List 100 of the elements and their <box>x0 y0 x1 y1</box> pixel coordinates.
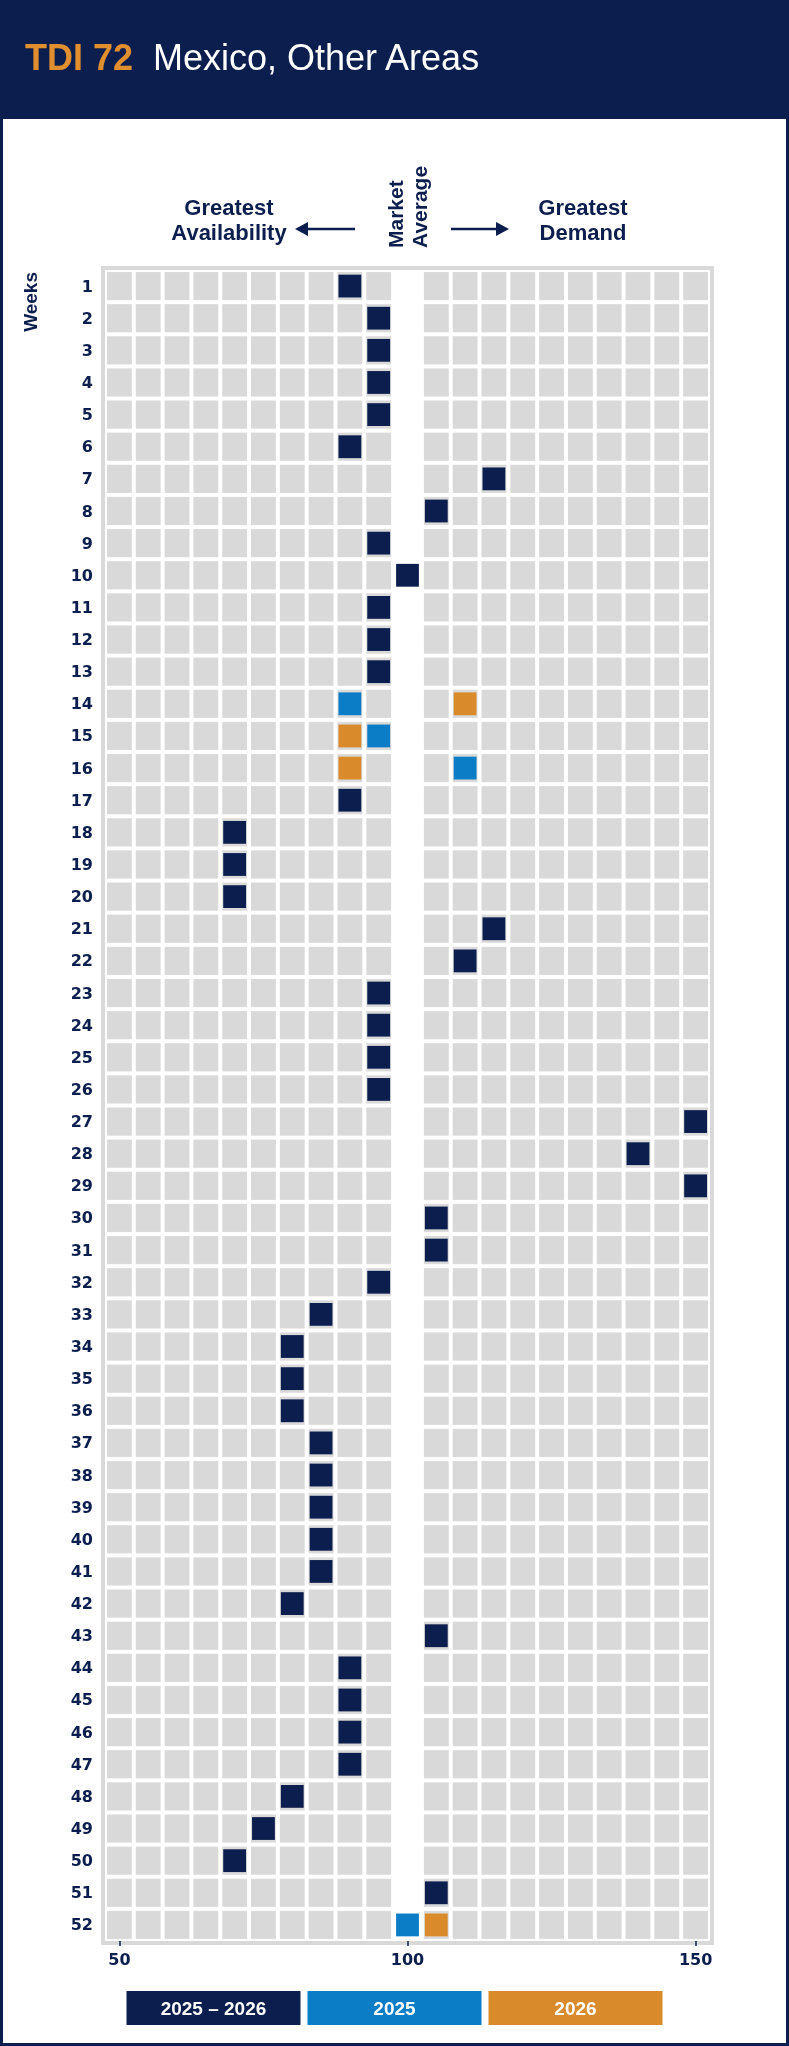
y-tick-label: 20 <box>70 887 93 907</box>
y-tick-label: 38 <box>70 1465 93 1485</box>
point <box>367 338 391 362</box>
y-tick-label: 16 <box>70 758 93 778</box>
point <box>280 1784 304 1808</box>
point <box>367 403 391 427</box>
y-tick-label: 37 <box>70 1433 93 1453</box>
y-tick-label: 41 <box>70 1561 93 1581</box>
point <box>684 1110 707 1133</box>
point <box>424 1238 448 1262</box>
y-tick-label: 35 <box>70 1369 93 1389</box>
point <box>367 596 391 619</box>
point <box>223 820 247 844</box>
point <box>223 1849 247 1873</box>
y-tick-label: 44 <box>70 1658 93 1678</box>
y-tick-label: 50 <box>70 1851 93 1871</box>
y-tick-label: 34 <box>70 1337 93 1357</box>
x-tick-label: 100 <box>390 1949 425 1969</box>
y-tick-label: 2 <box>81 308 93 328</box>
point <box>367 1078 391 1101</box>
point <box>252 1817 275 1840</box>
point <box>367 660 391 684</box>
y-tick-label: 10 <box>70 565 93 585</box>
y-tick-label: 49 <box>70 1819 93 1839</box>
point <box>338 756 362 780</box>
point <box>223 853 247 876</box>
point <box>367 1013 391 1037</box>
y-tick-label: 47 <box>70 1754 93 1774</box>
point <box>309 1463 333 1487</box>
y-tick-label: 33 <box>70 1304 93 1324</box>
point <box>338 724 362 748</box>
y-tick-label: 8 <box>81 501 93 521</box>
point <box>626 1142 650 1166</box>
point <box>396 1913 419 1937</box>
point <box>338 435 362 459</box>
y-tick-label: 43 <box>70 1626 93 1646</box>
y-tick-label: 25 <box>70 1047 93 1067</box>
point <box>309 1527 333 1551</box>
point <box>280 1367 304 1391</box>
point <box>482 917 506 941</box>
y-tick-label: 18 <box>70 822 93 842</box>
point <box>424 1206 448 1230</box>
point <box>453 756 477 780</box>
text: 2026 <box>554 1997 597 2019</box>
text: 2025 – 2026 <box>160 1997 267 2019</box>
point <box>396 563 419 587</box>
point <box>338 1688 362 1712</box>
y-tick-label: 30 <box>70 1208 93 1228</box>
y-tick-label: 6 <box>81 437 93 457</box>
point <box>367 724 391 748</box>
point <box>424 1624 448 1648</box>
point <box>280 1592 304 1615</box>
y-tick-label: 11 <box>70 597 93 617</box>
point <box>338 274 362 298</box>
y-tick-label: 19 <box>70 854 93 874</box>
y-tick-label: 51 <box>70 1883 93 1903</box>
y-tick-label: 27 <box>70 1112 93 1132</box>
point <box>453 692 477 716</box>
chart-subtitle: Mexico, Other Areas <box>153 37 480 79</box>
y-tick-label: 26 <box>70 1079 93 1099</box>
point <box>482 467 506 491</box>
point <box>453 949 477 973</box>
point <box>309 1495 333 1519</box>
y-tick-label: 32 <box>70 1272 93 1292</box>
point <box>309 1431 333 1455</box>
point <box>338 788 362 812</box>
x-tick-label: 50 <box>108 1949 131 1969</box>
y-tick-label: 21 <box>70 919 93 939</box>
y-axis-title: Weeks <box>20 272 41 332</box>
point <box>367 531 391 555</box>
point <box>309 1302 333 1326</box>
point <box>684 1174 707 1198</box>
point <box>367 371 391 394</box>
y-tick-label: 46 <box>70 1722 93 1742</box>
point <box>338 1752 362 1776</box>
point <box>280 1335 304 1358</box>
y-tick-label: 7 <box>81 469 93 489</box>
y-tick-label: 1 <box>81 276 93 296</box>
point <box>338 1720 362 1744</box>
y-tick-label: 52 <box>70 1915 93 1935</box>
point <box>424 1881 448 1905</box>
point <box>367 981 391 1005</box>
y-tick-label: 22 <box>70 951 93 971</box>
y-tick-label: 9 <box>81 533 93 553</box>
text: 2025 <box>373 1997 417 2019</box>
y-tick-label: 36 <box>70 1401 93 1421</box>
y-tick-label: 4 <box>81 372 93 392</box>
y-tick-label: 31 <box>70 1240 93 1260</box>
point <box>424 499 448 523</box>
y-tick-label: 40 <box>70 1529 93 1549</box>
chart-title: TDI 72 <box>25 37 134 79</box>
y-tick-label: 23 <box>70 983 93 1003</box>
y-tick-label: 17 <box>70 790 93 810</box>
y-tick-label: 15 <box>70 726 93 746</box>
point <box>367 1270 391 1294</box>
y-tick-label: 24 <box>70 1015 93 1035</box>
point <box>338 692 362 716</box>
y-tick-label: 14 <box>70 694 93 714</box>
y-tick-label: 42 <box>70 1594 93 1614</box>
x-tick-label: 150 <box>678 1949 713 1969</box>
